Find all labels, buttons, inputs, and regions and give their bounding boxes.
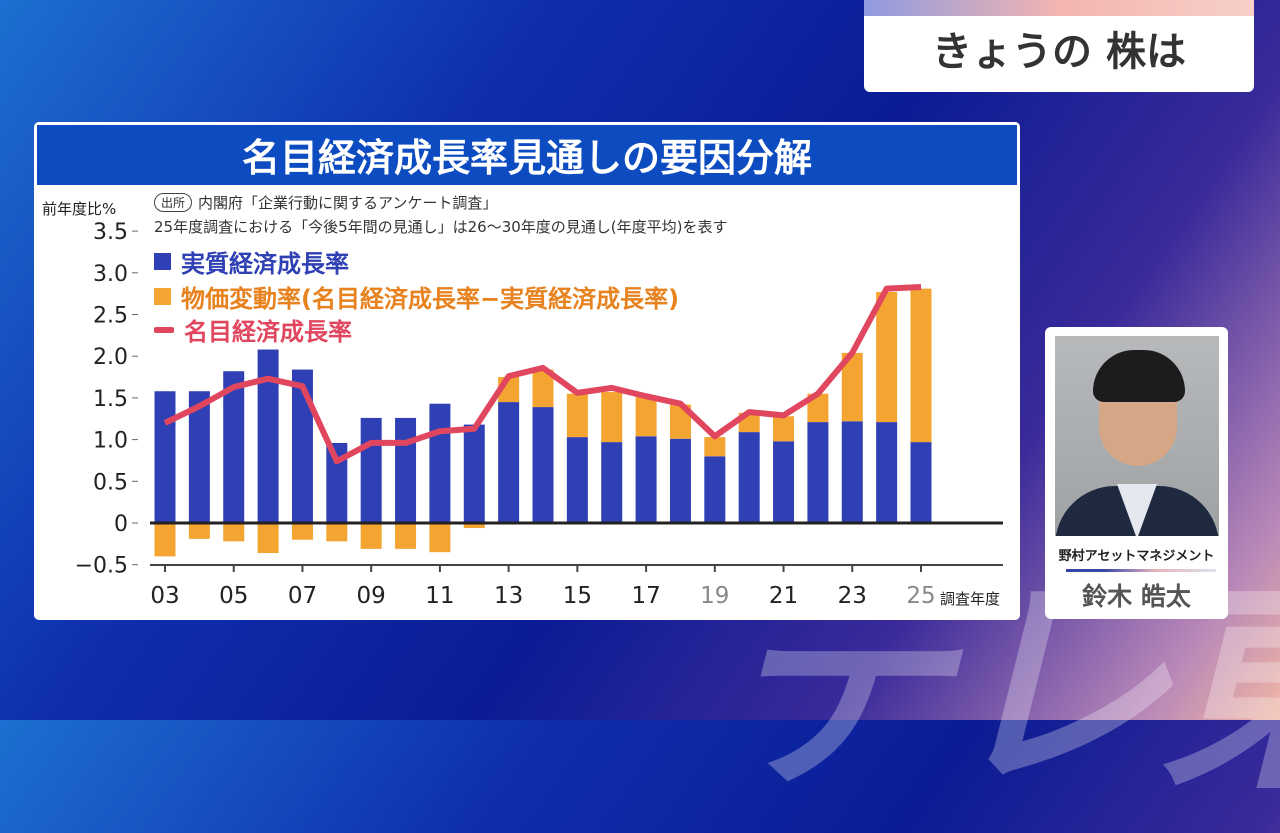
bar-price [567, 394, 588, 437]
bar-price [773, 416, 794, 441]
x-tick-label: 07 [288, 583, 317, 609]
bar-real [155, 391, 176, 523]
name-divider [1066, 569, 1216, 572]
y-tick-label: −0.5 [75, 554, 128, 579]
bar-real [567, 437, 588, 523]
bar-real [739, 432, 760, 523]
y-tick-label: 2.0 [93, 345, 128, 370]
bar-real [876, 422, 897, 523]
bar-price [189, 523, 210, 539]
x-tick-label: 17 [631, 583, 660, 609]
y-tick-label: 2.5 [93, 304, 128, 329]
bar-price [326, 523, 347, 541]
commentator-name: 鈴木 皓太 [1045, 577, 1228, 613]
y-tick-label: 1.5 [93, 387, 128, 412]
bar-real [842, 421, 863, 523]
y-tick-label: 1.0 [93, 429, 128, 454]
bar-price [704, 437, 725, 456]
bar-price [911, 289, 932, 442]
x-tick-label: 15 [563, 583, 592, 609]
bar-real [601, 442, 622, 523]
bar-price [601, 392, 622, 442]
bar-real [361, 418, 382, 523]
bar-price [155, 523, 176, 556]
commentator-photo [1055, 336, 1219, 536]
bar-real [533, 407, 554, 523]
x-tick-label: 25 [906, 583, 935, 609]
bar-real [429, 404, 450, 523]
bar-price [876, 292, 897, 422]
commentator-card: 野村アセットマネジメント 鈴木 皓太 [1045, 327, 1228, 619]
x-tick-label: 11 [425, 583, 454, 609]
bar-real [704, 456, 725, 523]
commentator-company: 野村アセットマネジメント [1045, 545, 1228, 564]
bar-real [395, 418, 416, 523]
bar-price [258, 523, 279, 553]
bar-price [395, 523, 416, 549]
bar-real [807, 422, 828, 523]
bar-price [636, 397, 657, 436]
bar-price [223, 523, 244, 541]
y-tick-label: 0 [114, 512, 128, 537]
bar-real [670, 439, 691, 523]
x-tick-label: 09 [357, 583, 386, 609]
bar-price [429, 523, 450, 552]
y-tick-label: 3.0 [93, 262, 128, 287]
bar-real [636, 436, 657, 523]
bar-real [464, 425, 485, 523]
bar-price [292, 523, 313, 540]
x-tick-label: 23 [838, 583, 867, 609]
x-tick-label: 13 [494, 583, 523, 609]
x-tick-label: 05 [219, 583, 248, 609]
bar-real [258, 350, 279, 523]
x-tick-label: 03 [150, 583, 179, 609]
bar-price [361, 523, 382, 549]
x-tick-label: 21 [769, 583, 798, 609]
y-tick-label: 0.5 [93, 470, 128, 495]
x-tick-label: 19 [700, 583, 729, 609]
bar-real [498, 402, 519, 523]
y-tick-label: 3.5 [93, 220, 128, 245]
bar-real [773, 441, 794, 523]
bar-real [911, 442, 932, 523]
